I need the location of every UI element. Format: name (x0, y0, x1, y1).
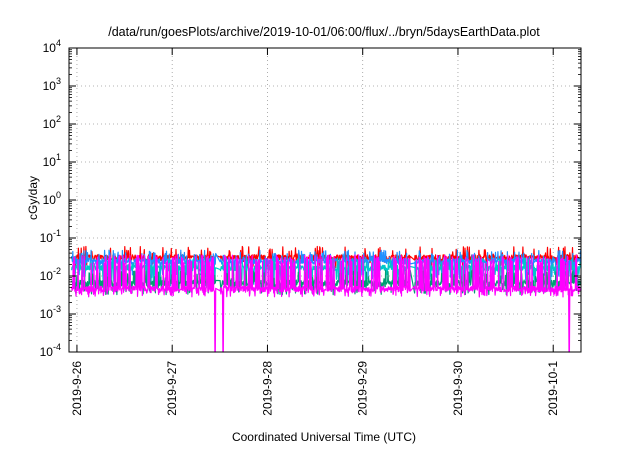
axes (68, 47, 582, 353)
grid (69, 48, 581, 352)
y-tick-label: 100 (43, 190, 61, 207)
y-tick-label: 10-2 (40, 266, 61, 283)
y-tick-label: 104 (43, 38, 61, 55)
chart-title: /data/run/goesPlots/archive/2019-10-01/0… (108, 25, 540, 39)
y-tick-label: 10-1 (40, 228, 61, 245)
x-tick-label: 2019-9-29 (356, 361, 370, 416)
x-tick-label: 2019-10-1 (546, 361, 560, 416)
y-tick-label: 102 (43, 114, 61, 131)
series-line-5 (71, 254, 582, 353)
y-tick-label: 10-3 (40, 304, 61, 321)
x-axis-tick-labels: 2019-9-26 2019-9-27 2019-9-28 2019-9-29 2019… (70, 361, 560, 416)
y-axis-tick-labels: 10-4 10-3 10-2 10-1 100 101 102 103 104 (40, 38, 61, 359)
y-tick-label: 10-4 (40, 342, 61, 359)
y-tick-label: 103 (43, 76, 61, 93)
x-tick-label: 2019-9-28 (260, 361, 274, 416)
y-tick-label: 101 (43, 152, 61, 169)
y-axis-label: cGy/day (26, 176, 40, 220)
x-axis-label: Coordinated Universal Time (UTC) (232, 430, 416, 444)
x-tick-label: 2019-9-26 (70, 361, 84, 416)
x-tick-label: 2019-9-30 (451, 361, 465, 416)
x-tick-label: 2019-9-27 (165, 361, 179, 416)
plot-area (71, 245, 582, 353)
plot-frame (68, 47, 582, 353)
